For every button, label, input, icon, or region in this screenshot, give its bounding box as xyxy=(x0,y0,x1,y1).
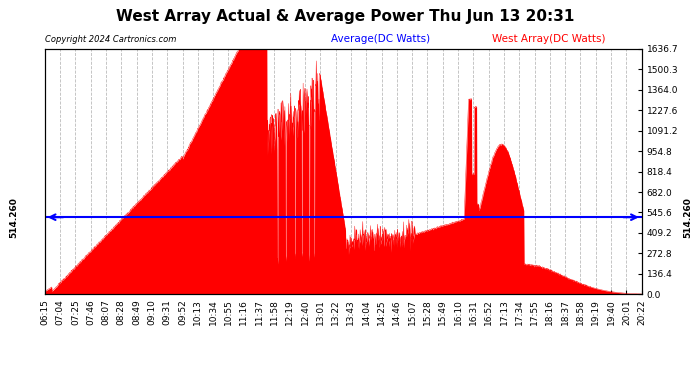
Text: West Array(DC Watts): West Array(DC Watts) xyxy=(493,34,606,44)
Text: Average(DC Watts): Average(DC Watts) xyxy=(331,34,431,44)
Text: West Array Actual & Average Power Thu Jun 13 20:31: West Array Actual & Average Power Thu Ju… xyxy=(116,9,574,24)
Text: Copyright 2024 Cartronics.com: Copyright 2024 Cartronics.com xyxy=(45,35,176,44)
Text: 514.260: 514.260 xyxy=(9,197,18,238)
Text: 514.260: 514.260 xyxy=(684,197,690,238)
